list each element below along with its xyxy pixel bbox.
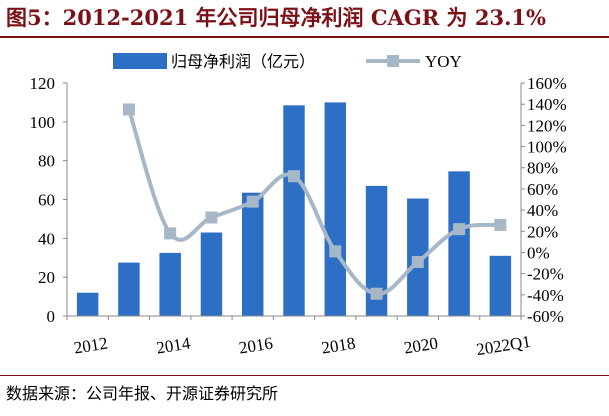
- bar-series: [76, 102, 512, 317]
- x-tick-label: 2020: [403, 334, 440, 358]
- chart-title: 图5：2012-2021 年公司归母净利润 CAGR 为 23.1%: [6, 5, 546, 30]
- legend-bar-label: 归母净利润（亿元）: [171, 52, 315, 71]
- bar-2019: [365, 185, 388, 316]
- x-tick-label: 2018: [320, 334, 357, 358]
- y-right-tick-label: 0%: [527, 243, 550, 262]
- bar-2012: [76, 292, 99, 316]
- yoy-point-2013: [122, 103, 135, 116]
- axes: [63, 82, 525, 320]
- y-left-tick-label: 100: [30, 113, 56, 132]
- x-tick-label: 2016: [238, 334, 275, 358]
- y-right-tick-label: -40%: [527, 286, 564, 305]
- legend: 归母净利润（亿元） YOY: [113, 52, 462, 71]
- y-right-tick-label: 120%: [527, 116, 567, 135]
- x-tick-label: 2012: [72, 334, 109, 358]
- y-right-tick-label: 140%: [527, 95, 567, 114]
- chart: 归母净利润（亿元） YOY 0 20 40 60 80 100 120 -60% -40% -20%…: [30, 52, 567, 359]
- bar-2022Q1: [489, 255, 512, 316]
- x-tick-label: 2022Q1: [475, 332, 532, 359]
- y-left-tick-label: 40: [38, 229, 55, 248]
- title-divider: [0, 36, 609, 38]
- yoy-point-2018: [329, 245, 342, 258]
- bar-2016: [241, 192, 264, 316]
- y-left-tick-label: 80: [38, 152, 55, 171]
- y-right-tick-label: 160%: [527, 74, 567, 93]
- yoy-point-2019: [370, 287, 383, 300]
- yoy-point-2017: [288, 170, 300, 183]
- y-right-tick-label: 80%: [527, 159, 558, 178]
- yoy-point-2020: [411, 255, 424, 268]
- bar-2014: [159, 252, 181, 316]
- bar-2015: [200, 232, 223, 316]
- x-tick-label: 2014: [155, 333, 192, 357]
- line-series: [122, 103, 507, 300]
- yoy-point-2014: [164, 227, 177, 240]
- yoy-line: [127, 108, 501, 296]
- y-right-tick-label: 60%: [527, 180, 558, 199]
- source-note: 数据来源：公司年报、开源证券研究所: [6, 384, 279, 403]
- y-left-tick-label: 120: [30, 74, 56, 93]
- y-left-tick-label: 20: [38, 268, 55, 287]
- yoy-point-2022Q1: [494, 218, 507, 231]
- y-right-tick-label: 40%: [527, 201, 558, 220]
- bar-2013: [118, 262, 140, 316]
- y-right-tick-label: 20%: [527, 222, 558, 241]
- y-left-tick-label: 60: [38, 191, 55, 210]
- legend-line-marker: [387, 55, 399, 67]
- legend-line-label: YOY: [425, 52, 462, 71]
- y-left-tick-label: 0: [47, 307, 56, 326]
- yoy-point-2015: [205, 211, 218, 224]
- y-right-tick-label: -60%: [527, 307, 564, 326]
- bar-2018: [324, 102, 347, 316]
- y-right-tick-label: -20%: [527, 265, 564, 284]
- source-divider: [0, 375, 609, 376]
- yoy-point-2016: [246, 195, 259, 208]
- bar-2021: [448, 171, 470, 316]
- y-right-tick-label: 100%: [527, 138, 567, 157]
- legend-bar-swatch: [113, 53, 167, 69]
- yoy-point-2021: [453, 223, 466, 236]
- bar-2017: [283, 105, 305, 317]
